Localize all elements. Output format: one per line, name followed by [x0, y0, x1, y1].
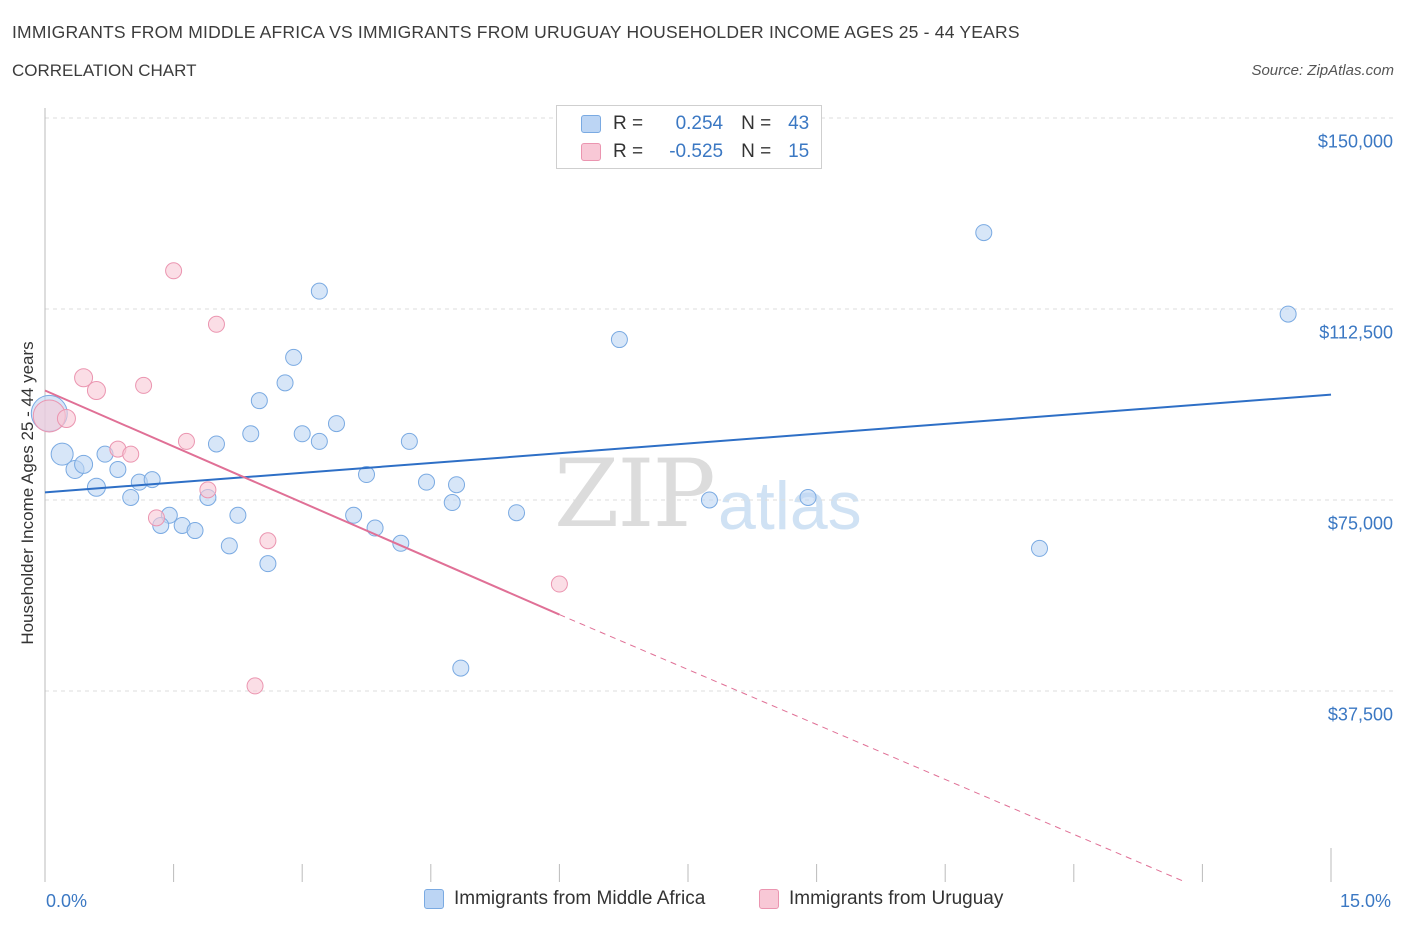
point-blue-19 — [250, 392, 268, 410]
y-axis-label: Householder Income Ages 25 - 44 years — [18, 341, 37, 645]
point-blue-7 — [122, 488, 140, 506]
chart-subtitle: CORRELATION CHART — [12, 61, 197, 80]
point-pink-14 — [550, 575, 568, 593]
point-blue-23 — [310, 282, 328, 300]
point-blue-26 — [327, 415, 345, 433]
point-pink-1 — [56, 409, 76, 429]
legend-r-label: R = — [613, 141, 644, 162]
point-blue-39 — [799, 488, 817, 506]
bottom-legend-label-2: Immigrants from Uruguay — [789, 888, 1004, 909]
legend-swatch-pink — [581, 143, 601, 161]
legend-r-label: R = — [613, 113, 644, 134]
point-blue-24 — [293, 425, 311, 443]
point-blue-1 — [50, 442, 74, 466]
point-blue-38 — [700, 491, 718, 509]
point-blue-35 — [452, 659, 470, 677]
point-pink-6 — [135, 376, 153, 394]
point-blue-21 — [276, 374, 294, 392]
point-blue-34 — [448, 476, 466, 494]
point-pink-10 — [199, 481, 217, 499]
point-blue-36 — [508, 504, 526, 522]
watermark-zip: ZIP — [554, 440, 716, 549]
bottom-legend-swatch-blue — [424, 889, 444, 909]
point-blue-32 — [418, 473, 436, 491]
point-blue-22 — [285, 348, 303, 366]
legend-n-label: N = — [741, 141, 772, 162]
point-pink-9 — [177, 432, 195, 450]
point-blue-18 — [242, 425, 260, 443]
point-blue-42 — [1279, 305, 1297, 323]
point-pink-5 — [122, 445, 140, 463]
y-tick-label-1: $75,000 — [1327, 513, 1393, 534]
y-tick-label-2: $112,500 — [1319, 322, 1393, 343]
point-blue-40 — [975, 224, 993, 242]
source-credit: Source: ZipAtlas.com — [1251, 62, 1394, 79]
point-pink-8 — [165, 262, 183, 280]
point-blue-41 — [1031, 539, 1049, 557]
legend-n-label: N = — [741, 113, 772, 134]
bottom-legend-middle-africa: Immigrants from Middle Africa — [424, 888, 705, 910]
trend-line-blue — [44, 393, 1332, 494]
point-blue-27 — [345, 506, 363, 524]
legend-r-value-2: -0.525 — [669, 141, 724, 162]
point-blue-15 — [207, 435, 225, 453]
watermark-atlas: atlas — [718, 468, 862, 544]
point-blue-6 — [109, 460, 127, 478]
bottom-legend-label-1: Immigrants from Middle Africa — [454, 888, 706, 909]
point-blue-17 — [229, 506, 247, 524]
x-tick-max: 15.0% — [1340, 891, 1392, 911]
legend-n-value-2: 15 — [788, 141, 810, 162]
trend-line-pink-dashed — [559, 614, 1186, 883]
bottom-legend-uruguay: Immigrants from Uruguay — [759, 888, 1003, 910]
legend-row-middle-africa: R = 0.254 N = 43 — [581, 112, 809, 136]
y-tick-label-0: $37,500 — [1327, 704, 1393, 725]
point-pink-12 — [246, 677, 264, 695]
legend-n-value-1: 43 — [788, 113, 810, 134]
trend-line-pink — [44, 389, 560, 616]
x-tick-min: 0.0% — [46, 891, 88, 911]
point-blue-31 — [400, 432, 418, 450]
point-pink-11 — [207, 315, 225, 333]
point-blue-3 — [74, 454, 94, 474]
point-pink-13 — [259, 532, 277, 550]
bottom-legend-swatch-pink — [759, 889, 779, 909]
point-blue-33 — [443, 494, 461, 512]
point-pink-2 — [74, 368, 94, 388]
point-blue-20 — [259, 555, 277, 573]
chart-title: IMMIGRANTS FROM MIDDLE AFRICA VS IMMIGRA… — [12, 22, 1020, 42]
point-blue-13 — [186, 522, 204, 540]
legend-r-value-1: 0.254 — [675, 113, 724, 134]
point-blue-16 — [220, 537, 238, 555]
point-blue-25 — [310, 432, 328, 450]
legend-swatch-blue — [581, 115, 601, 133]
point-pink-7 — [147, 509, 165, 527]
correlation-legend: R = 0.254 N = 43 R = -0.525 N = 15 — [556, 105, 822, 169]
point-blue-37 — [610, 331, 628, 349]
y-tick-label-3: $150,000 — [1317, 131, 1393, 152]
point-pink-3 — [86, 380, 106, 400]
point-blue-28 — [358, 466, 375, 484]
legend-row-uruguay: R = -0.525 N = 15 — [581, 140, 809, 164]
